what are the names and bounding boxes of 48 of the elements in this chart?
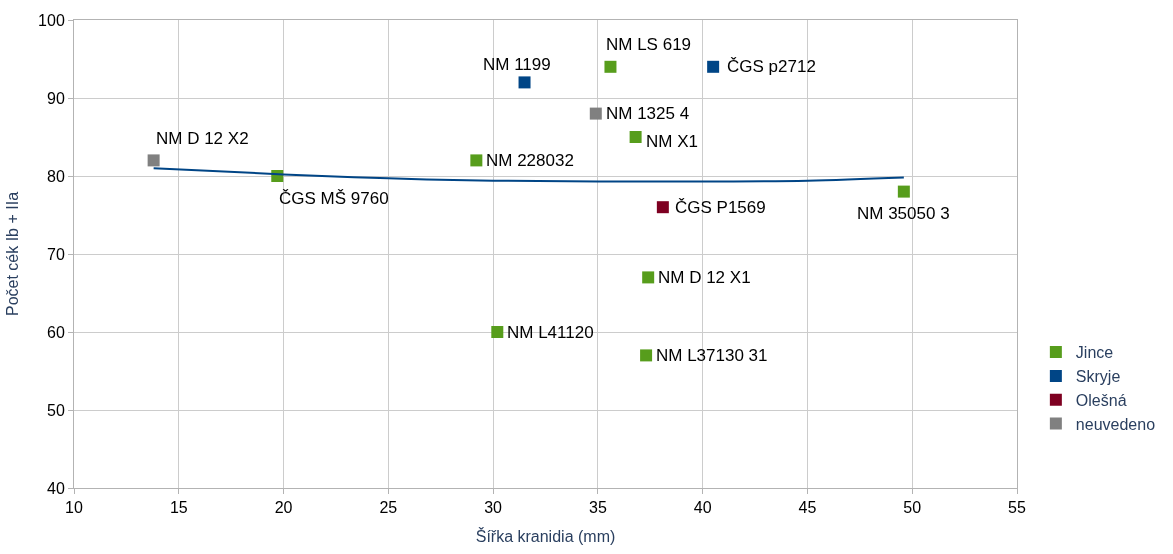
point [897,185,910,198]
x-tick-label: 40 [693,499,712,517]
annotation: NM 228032 [486,151,574,170]
point [470,154,483,167]
x-tick-label: 25 [379,499,398,517]
x-tick-label: 20 [274,499,293,517]
annotation: NM 1199 [483,55,551,74]
point [640,349,653,362]
annotation: NM D 12 X1 [658,268,751,287]
annotation: NM D 12 X2 [156,129,249,148]
y-axis-title: Počet cék Ib + IIa [4,191,21,317]
annotation: NM L37130 31 [656,346,768,365]
point [707,60,720,73]
y-tick-label: 100 [38,11,65,29]
x-axis-title: Šířka kranidia (mm) [475,526,616,545]
legend-label: Olešná [1075,391,1127,409]
x-tick-label: 15 [169,499,188,517]
annotation: ČGS MŠ 9760 [279,189,389,208]
x-tick-label: 50 [903,499,922,517]
annotation: NM L41120 [507,323,594,342]
point [629,131,642,143]
x-tick-label: 55 [1008,499,1026,517]
annotation: ČGS p2712 [727,57,816,76]
annotation: NM X1 [646,132,698,151]
x-tick-label: 35 [588,499,607,517]
y-tick-label: 90 [47,89,65,107]
y-tick-label: 40 [47,479,65,497]
annotation: NM 1325 4 [606,104,690,123]
legend-label: Skryje [1075,368,1121,386]
x-tick-label: 45 [798,499,817,517]
point [589,107,602,120]
annotation: NM LS 619 [606,35,692,54]
point [604,60,617,73]
annotation: ČGS P1569 [675,198,766,217]
point [147,154,160,167]
point [518,76,531,89]
y-tick-label: 70 [47,245,65,263]
point [491,326,504,338]
x-tick-label: 10 [65,499,83,517]
legend-label: neuvedeno [1075,415,1156,433]
y-tick-label: 60 [47,323,65,341]
legend-label: Jince [1075,344,1114,362]
point [642,271,655,284]
y-tick-label: 50 [47,401,65,419]
point [656,201,669,214]
annotation: NM 35050 3 [857,204,950,223]
y-tick-label: 80 [47,167,65,185]
x-tick-label: 30 [484,499,503,517]
